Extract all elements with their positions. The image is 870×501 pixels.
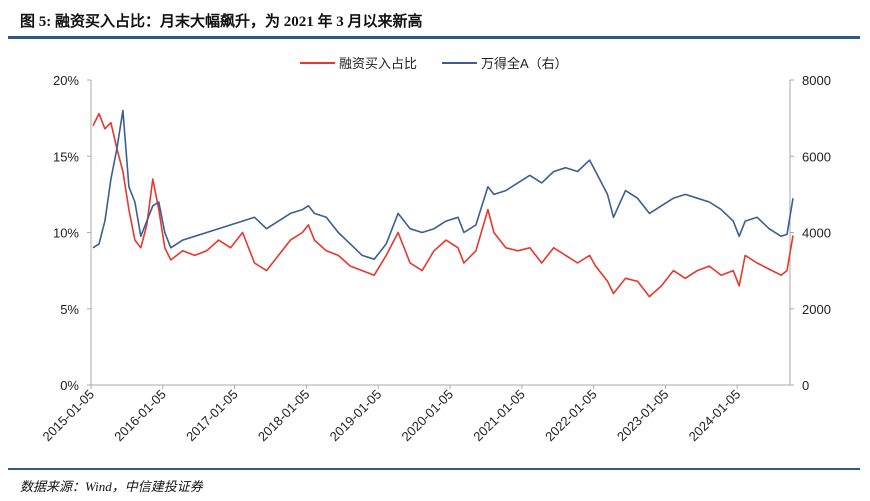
x-tick-label: 2022-01-05: [542, 387, 600, 445]
left-tick-label: 10%: [53, 226, 79, 241]
x-tick-label: 2023-01-05: [614, 387, 672, 445]
left-tick-label: 0%: [60, 378, 79, 393]
x-tick-label: 2021-01-05: [470, 387, 528, 445]
series-line-margin-ratio: [92, 112, 794, 298]
right-tick-label: 4000: [802, 226, 831, 241]
x-tick-label: 2015-01-05: [39, 387, 97, 445]
x-tick-label: 2017-01-05: [183, 387, 241, 445]
legend-label-margin-ratio: 融资买入占比: [339, 56, 417, 71]
top-divider: [8, 36, 860, 39]
series-lines: [92, 109, 794, 298]
bottom-divider: [8, 468, 860, 470]
x-tick-label: 2016-01-05: [111, 387, 169, 445]
legend: 融资买入占比 万得全A（右）: [300, 56, 568, 71]
left-tick-label: 20%: [53, 73, 79, 88]
series-line-wind-a: [92, 109, 794, 261]
left-tick-label: 15%: [53, 149, 79, 164]
left-tick-label: 5%: [60, 302, 79, 317]
right-tick-label: 8000: [802, 73, 831, 88]
axes: 0% 5% 10% 15% 20% 0 2000 4000 6000 8000 2015-01-05…: [39, 73, 830, 444]
line-chart: 融资买入占比 万得全A（右） 0% 5% 10% 15% 20% 0 2000 4000 600…: [39, 56, 830, 444]
source-note: 数据来源：Wind，中信建投证券: [20, 479, 203, 494]
right-tick-label: 0: [802, 378, 809, 393]
chart-title: 图 5: 融资买入占比：月末大幅飙升，为 2021 年 3 月以来新高: [20, 14, 423, 30]
x-tick-label: 2019-01-05: [327, 387, 385, 445]
x-tick-label: 2020-01-05: [398, 387, 456, 445]
right-tick-label: 2000: [802, 302, 831, 317]
x-tick-label: 2024-01-05: [686, 387, 744, 445]
legend-label-wind-a: 万得全A（右）: [481, 56, 568, 71]
right-tick-label: 6000: [802, 149, 831, 164]
x-tick-label: 2018-01-05: [255, 387, 313, 445]
